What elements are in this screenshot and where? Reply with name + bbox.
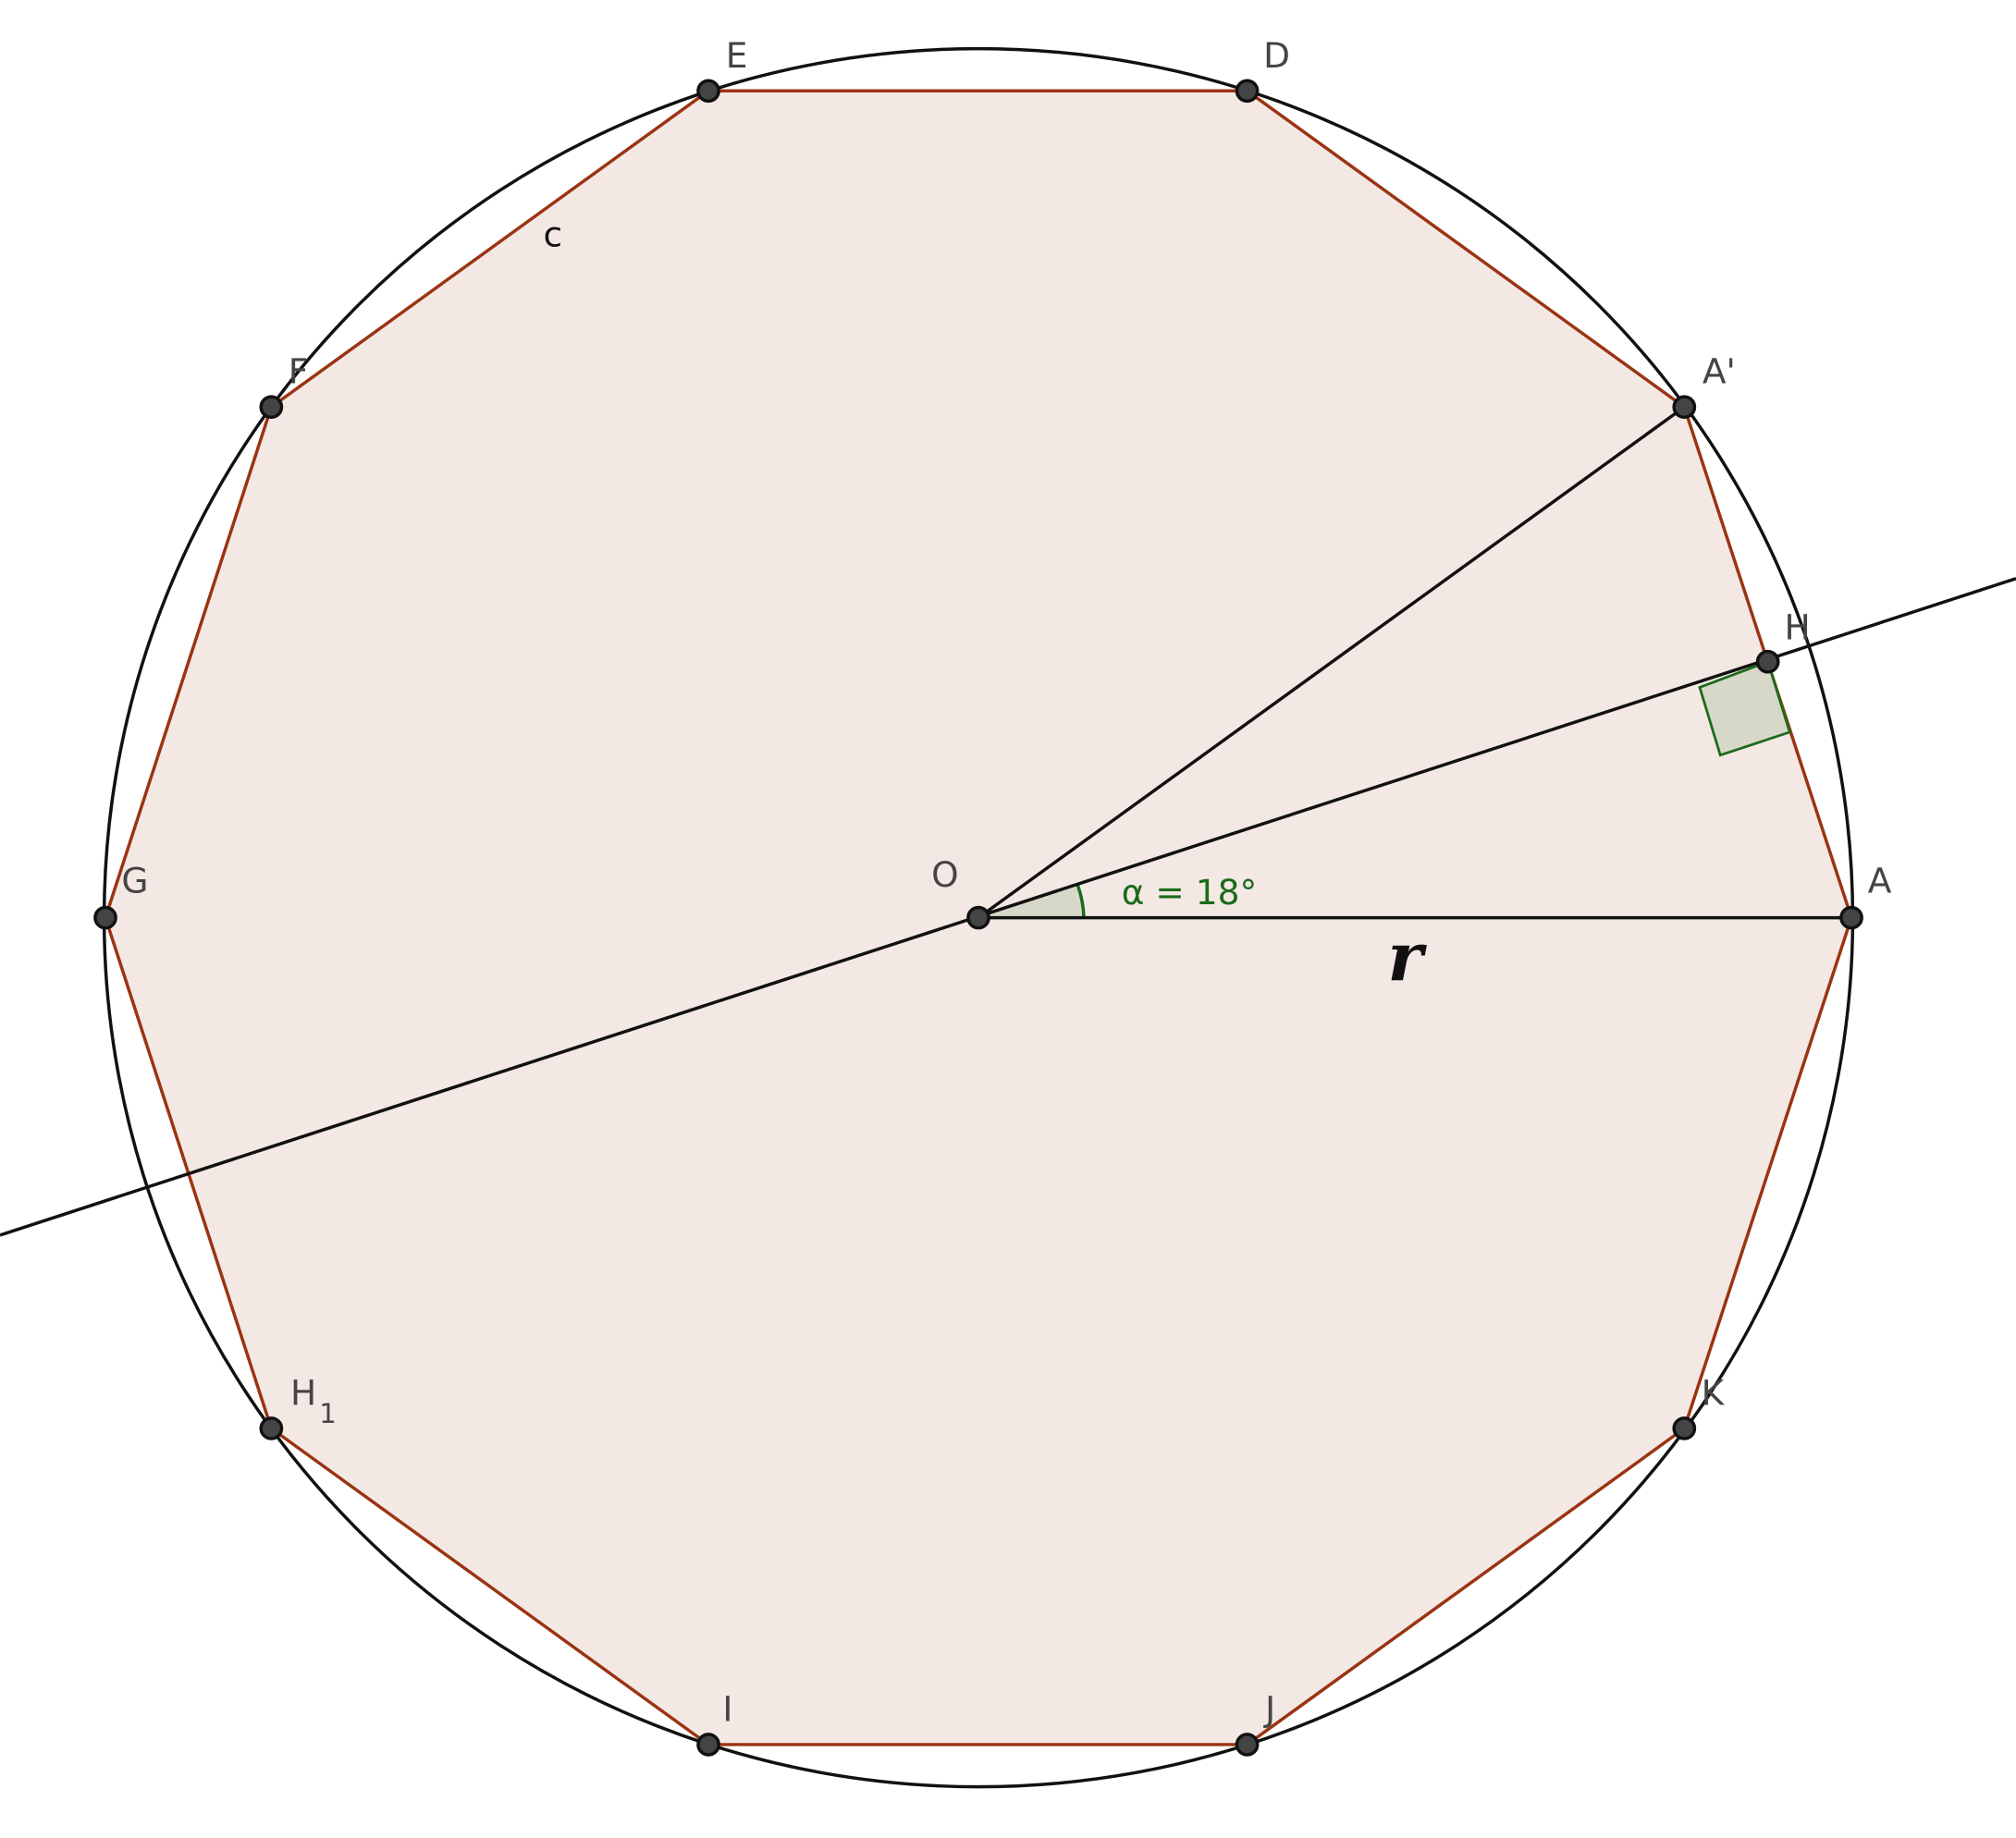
point bbox=[259, 1416, 284, 1440]
point bbox=[1672, 395, 1697, 420]
point bbox=[1755, 649, 1780, 674]
point bbox=[1235, 79, 1260, 104]
points bbox=[93, 79, 1863, 1757]
point bbox=[259, 395, 284, 420]
point-label: E bbox=[726, 35, 748, 76]
point-label: J bbox=[1263, 1688, 1275, 1729]
point bbox=[1235, 1733, 1260, 1757]
point bbox=[1672, 1416, 1697, 1440]
angle-label: α = 18° bbox=[1122, 872, 1258, 913]
point-label: A bbox=[1868, 861, 1892, 901]
point-label: K bbox=[1702, 1373, 1726, 1414]
point-label: H bbox=[290, 1373, 316, 1414]
point-label: D bbox=[1263, 35, 1290, 76]
point-label: G bbox=[121, 861, 148, 901]
segment-label: c bbox=[544, 214, 563, 255]
right-angle-mark bbox=[1698, 659, 1792, 757]
point-label: O bbox=[931, 854, 959, 895]
point-subscript: 1 bbox=[319, 1398, 337, 1429]
point-label: A' bbox=[1703, 351, 1736, 392]
bisector-line bbox=[0, 577, 2016, 1237]
point-label: I bbox=[722, 1688, 732, 1729]
point bbox=[966, 905, 990, 930]
point bbox=[696, 1733, 720, 1757]
radius-OA-prime bbox=[977, 405, 1686, 920]
point bbox=[93, 905, 117, 930]
radius-label: r bbox=[1388, 918, 1428, 997]
point-labels: E D A' H A K J I H 1 G F O bbox=[121, 35, 1891, 1730]
point bbox=[696, 79, 720, 104]
point bbox=[1839, 905, 1863, 930]
point-label: F bbox=[289, 351, 309, 392]
point-label: H bbox=[1785, 607, 1811, 648]
